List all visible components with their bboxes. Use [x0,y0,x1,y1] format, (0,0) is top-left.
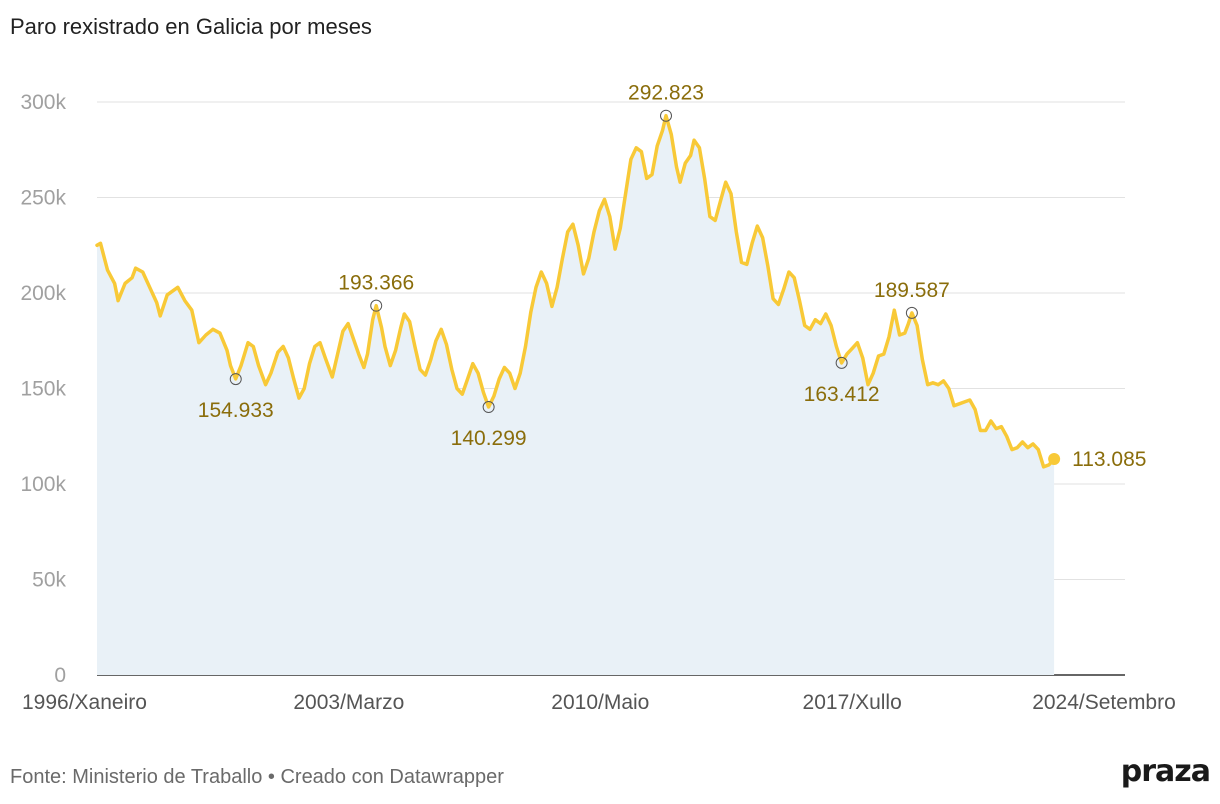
annotation-marker [660,109,673,122]
annotation-marker [370,299,383,312]
praza-logo: praza [1120,754,1211,789]
annotation-label: 154.933 [198,399,274,422]
y-tick-label: 0 [54,664,66,687]
y-tick-label: 300k [20,91,66,114]
y-tick-label: 50k [32,569,66,592]
y-tick-label: 200k [20,282,66,305]
series-line [95,113,1056,469]
annotation-marker [905,306,918,319]
line-area-chart: 0 50k 100k 150k 200k 250k 300k 1996/Xaneiro 2003… [20,82,1176,714]
chart-title: Paro rexistrado en Galicia por meses [10,14,372,39]
annotation-label: 140.299 [451,427,527,450]
chart-area: 0 50k 100k 150k 200k 250k 300k 1996/Xaneiro 2003… [0,60,1220,720]
annotation-label: 292.823 [628,82,704,105]
x-tick-label: 2017/Xullo [803,691,902,714]
annotation-label: 163.412 [804,383,880,406]
y-tick-label: 250k [20,187,66,210]
x-tick-label: 2003/Marzo [293,691,404,714]
annotation-marker [482,401,495,414]
annotation-marker [835,356,848,369]
x-tick-label: 2024/Setembro [1032,691,1176,714]
annotation-label: 189.587 [874,279,950,302]
series-area [97,115,1055,675]
last-point-marker [1048,453,1061,466]
annotation-label: 113.085 [1072,448,1146,471]
annotation-label: 193.366 [338,272,414,295]
chart-footer: Fonte: Ministerio de Traballo • Creado c… [10,766,504,788]
x-tick-label: 1996/Xaneiro [22,691,147,714]
y-tick-label: 100k [20,473,66,496]
y-tick-label: 150k [20,378,66,401]
x-tick-label: 2010/Maio [551,691,649,714]
annotation-marker [229,373,242,386]
